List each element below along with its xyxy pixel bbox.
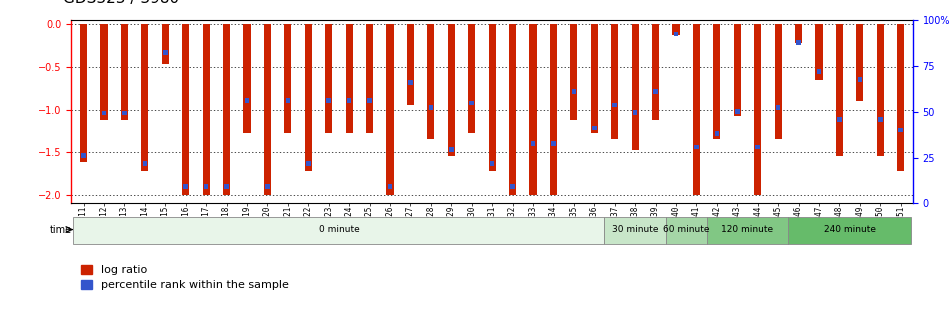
Bar: [80, 25, 87, 162]
Bar: [224, 184, 229, 188]
Bar: [836, 25, 843, 157]
Bar: [304, 25, 312, 171]
Bar: [878, 117, 883, 122]
Bar: [673, 32, 678, 37]
Bar: [470, 100, 474, 105]
Bar: [326, 98, 331, 103]
Bar: [877, 25, 883, 157]
Bar: [101, 25, 107, 120]
Bar: [530, 25, 536, 195]
Bar: [858, 77, 863, 82]
Bar: [632, 110, 637, 115]
Bar: [122, 111, 126, 116]
Bar: [551, 141, 555, 146]
FancyBboxPatch shape: [73, 217, 605, 244]
Text: time: time: [49, 224, 71, 235]
Bar: [611, 25, 618, 139]
Text: 120 minute: 120 minute: [722, 225, 773, 234]
Bar: [203, 25, 210, 195]
Bar: [347, 98, 352, 103]
Bar: [325, 25, 332, 133]
Bar: [184, 184, 188, 188]
Bar: [81, 153, 86, 158]
FancyBboxPatch shape: [605, 217, 666, 244]
Bar: [243, 25, 250, 133]
Bar: [306, 161, 311, 166]
Bar: [102, 111, 107, 116]
Bar: [449, 148, 454, 152]
Bar: [386, 25, 394, 195]
FancyBboxPatch shape: [707, 217, 788, 244]
Text: 30 minute: 30 minute: [611, 225, 658, 234]
Bar: [815, 25, 823, 80]
Bar: [776, 105, 781, 110]
Bar: [817, 69, 822, 74]
Text: GDS323 / 3980: GDS323 / 3980: [63, 0, 179, 5]
Bar: [223, 25, 230, 195]
Bar: [448, 25, 455, 157]
Bar: [121, 25, 128, 120]
Bar: [142, 25, 148, 171]
Bar: [694, 145, 699, 150]
Bar: [388, 184, 393, 188]
Bar: [143, 161, 147, 166]
Bar: [754, 25, 762, 195]
Bar: [774, 25, 782, 139]
Bar: [162, 25, 169, 65]
Bar: [672, 25, 680, 35]
Bar: [367, 98, 372, 103]
Bar: [714, 131, 719, 136]
Text: 60 minute: 60 minute: [663, 225, 709, 234]
Bar: [490, 161, 495, 166]
Bar: [265, 184, 270, 188]
Text: 240 minute: 240 minute: [824, 225, 876, 234]
Bar: [591, 25, 598, 133]
Bar: [612, 102, 617, 107]
Bar: [407, 25, 414, 105]
Bar: [592, 126, 596, 130]
Bar: [509, 25, 516, 195]
Text: 0 minute: 0 minute: [319, 225, 359, 234]
Bar: [511, 184, 514, 188]
Bar: [468, 25, 476, 133]
Bar: [652, 25, 659, 120]
Bar: [796, 40, 801, 45]
Bar: [284, 25, 291, 133]
Bar: [735, 110, 740, 114]
Bar: [427, 25, 435, 139]
Bar: [489, 25, 495, 171]
Bar: [531, 141, 535, 146]
Bar: [163, 50, 167, 55]
Bar: [856, 25, 864, 101]
Bar: [795, 25, 802, 43]
Bar: [429, 105, 434, 110]
FancyBboxPatch shape: [666, 217, 707, 244]
Bar: [897, 25, 904, 171]
Bar: [713, 25, 721, 139]
Bar: [263, 25, 271, 195]
Bar: [408, 80, 413, 85]
Bar: [183, 25, 189, 195]
Bar: [755, 145, 760, 150]
Bar: [837, 117, 842, 122]
Bar: [571, 25, 577, 120]
Bar: [345, 25, 353, 133]
Bar: [204, 184, 208, 188]
Bar: [653, 89, 658, 93]
Bar: [899, 128, 903, 132]
Bar: [572, 89, 576, 93]
Legend: log ratio, percentile rank within the sample: log ratio, percentile rank within the sa…: [77, 261, 294, 295]
Bar: [366, 25, 373, 133]
Bar: [285, 98, 290, 103]
Bar: [734, 25, 741, 116]
Bar: [693, 25, 700, 195]
Bar: [550, 25, 557, 195]
FancyBboxPatch shape: [788, 217, 911, 244]
Bar: [631, 25, 639, 151]
Bar: [244, 98, 249, 103]
